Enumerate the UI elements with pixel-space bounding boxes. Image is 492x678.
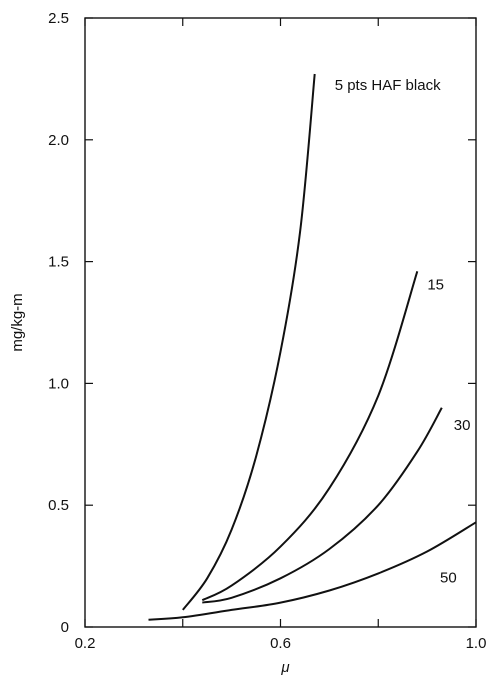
y-tick-label: 1.5 (48, 254, 69, 271)
x-axis-title: μ (280, 659, 289, 676)
y-tick-label: 2.0 (48, 132, 69, 149)
series-line-1 (182, 73, 316, 611)
series-lines (148, 73, 477, 621)
series-labels: 5 pts HAF black 15 30 50 (335, 77, 471, 586)
y-tick-label: 0 (61, 619, 69, 636)
series-label-1: 5 pts HAF black (335, 77, 441, 94)
y-axis-title: mg/kg-m (9, 293, 26, 351)
series-line-2 (201, 271, 419, 602)
series-line-4 (148, 521, 477, 621)
series-line-3 (202, 407, 443, 604)
x-tick-label: 0.6 (270, 635, 291, 652)
y-axis: 0 0.5 1.0 1.5 2.0 2.5 (48, 10, 476, 636)
series-label-2: 15 (427, 276, 444, 293)
x-tick-label: 1.0 (466, 635, 487, 652)
x-tick-label: 0.2 (75, 635, 96, 652)
series-label-3: 30 (454, 417, 471, 434)
x-axis: 0.2 0.6 1.0 (75, 18, 487, 652)
y-tick-label: 1.0 (48, 375, 69, 392)
y-tick-label: 2.5 (48, 10, 69, 27)
y-tick-label: 0.5 (48, 497, 69, 514)
series-label-4: 50 (440, 569, 457, 586)
plot-frame (84, 17, 477, 628)
